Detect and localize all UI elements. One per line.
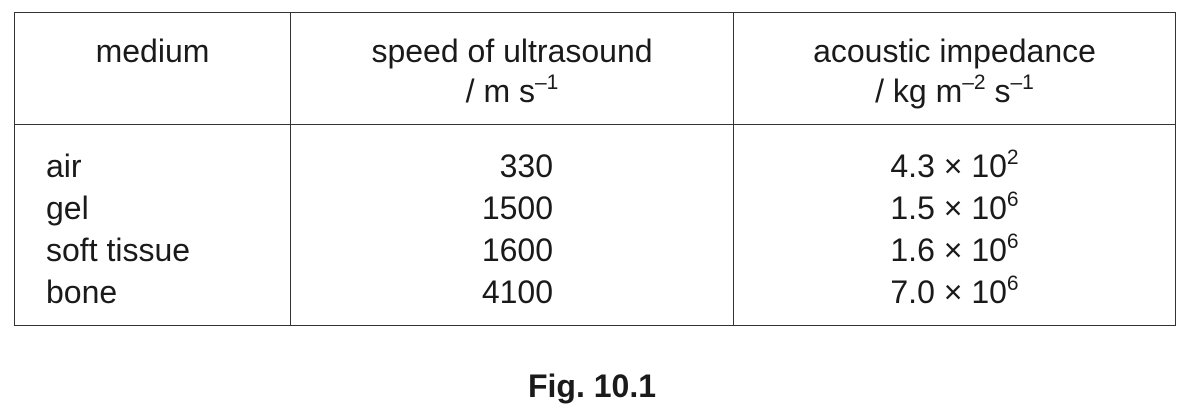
header-divider [15,124,1175,125]
medium-cell: bone [46,274,118,310]
impedance-exponent: 6 [1006,188,1019,211]
figure-caption: Fig. 10.1 [527,368,657,404]
medium-cell: air [46,148,82,184]
speed-column: 330 1500 1600 4100 [291,145,553,313]
header-impedance-unit-part2: s [985,73,1011,109]
column-divider [733,13,734,325]
header-impedance-unit: / kg m–2 s–1 [734,71,1175,111]
impedance-mantissa: 1.6 × 10 [890,232,1007,268]
impedance-mantissa: 7.0 × 10 [890,274,1007,310]
header-speed-unit: / m s–1 [291,71,733,111]
column-divider [290,13,291,325]
impedance-cell: 1.6 × 106 [734,229,1175,271]
impedance-mantissa: 1.5 × 10 [890,190,1007,226]
speed-cell: 4100 [481,274,553,310]
speed-cell: 330 [499,148,553,184]
header-speed-unit-base: / m s [465,73,535,109]
speed-cell: 1500 [481,190,553,226]
impedance-cell: 1.5 × 106 [734,187,1175,229]
impedance-exponent: 6 [1006,272,1019,295]
impedance-cell: 4.3 × 102 [734,145,1175,187]
header-impedance-unit-part1: / kg m [875,73,963,109]
data-table: medium speed of ultrasound / m s–1 acous… [14,12,1176,326]
header-medium-label: medium [95,33,210,69]
medium-cell: gel [46,190,89,226]
medium-cell: soft tissue [46,232,191,268]
impedance-exponent: 6 [1006,230,1019,253]
speed-cell: 1600 [481,232,553,268]
header-speed-unit-exponent: –1 [534,71,559,94]
header-impedance-title: acoustic impedance [813,33,1096,69]
impedance-cell: 7.0 × 106 [734,271,1175,313]
impedance-mantissa: 4.3 × 10 [890,148,1007,184]
header-speed-title: speed of ultrasound [371,33,653,69]
header-impedance-unit-exponent2: –1 [1010,71,1034,94]
impedance-exponent: 2 [1006,146,1019,169]
impedance-column: 4.3 × 102 1.5 × 106 1.6 × 106 7.0 × 106 [734,145,1175,313]
medium-column: air gel soft tissue bone [46,145,286,313]
header-impedance: acoustic impedance / kg m–2 s–1 [734,31,1175,111]
header-speed: speed of ultrasound / m s–1 [291,31,733,111]
header-impedance-unit-exponent1: –2 [962,71,986,94]
header-medium: medium [15,31,290,71]
